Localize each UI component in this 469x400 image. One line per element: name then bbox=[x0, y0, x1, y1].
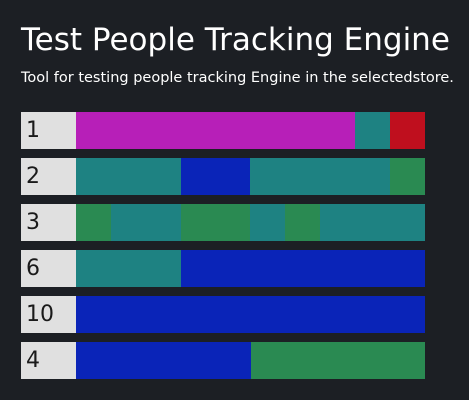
track-segment-teal[interactable] bbox=[355, 112, 391, 149]
track-timeline-bar[interactable] bbox=[76, 250, 425, 287]
track-row-10[interactable]: 10 bbox=[21, 296, 425, 333]
track-segment-green[interactable] bbox=[285, 204, 321, 241]
track-id-label: 1 bbox=[21, 112, 76, 149]
track-segment-green[interactable] bbox=[390, 158, 425, 195]
page-title: Test People Tracking Engine bbox=[21, 22, 450, 58]
track-timeline-bar[interactable] bbox=[76, 112, 425, 149]
track-segment-teal[interactable] bbox=[250, 204, 286, 241]
track-segment-blue[interactable] bbox=[180, 250, 425, 287]
track-segment-blue[interactable] bbox=[180, 158, 251, 195]
track-timeline-bar[interactable] bbox=[76, 204, 425, 241]
track-segment-green[interactable] bbox=[250, 342, 425, 379]
track-segment-blue[interactable] bbox=[76, 342, 251, 379]
page-subtitle: Tool for testing people tracking Engine … bbox=[21, 70, 454, 86]
track-list: 1 2 3 6 10 4 bbox=[21, 112, 425, 388]
track-segment-teal[interactable] bbox=[76, 250, 181, 287]
track-row-1[interactable]: 1 bbox=[21, 112, 425, 149]
track-segment-green[interactable] bbox=[180, 204, 251, 241]
track-id-label: 2 bbox=[21, 158, 76, 195]
track-timeline-bar[interactable] bbox=[76, 296, 425, 333]
track-segment-green[interactable] bbox=[76, 204, 111, 241]
track-timeline-bar[interactable] bbox=[76, 158, 425, 195]
track-segment-teal[interactable] bbox=[76, 158, 181, 195]
track-timeline-bar[interactable] bbox=[76, 342, 425, 379]
track-segment-red[interactable] bbox=[390, 112, 425, 149]
track-segment-blue[interactable] bbox=[76, 296, 425, 333]
track-id-label: 10 bbox=[21, 296, 76, 333]
track-id-label: 4 bbox=[21, 342, 76, 379]
track-segment-teal[interactable] bbox=[250, 158, 391, 195]
track-segment-teal[interactable] bbox=[110, 204, 181, 241]
track-row-2[interactable]: 2 bbox=[21, 158, 425, 195]
track-row-3[interactable]: 3 bbox=[21, 204, 425, 241]
track-id-label: 6 bbox=[21, 250, 76, 287]
track-segment-teal[interactable] bbox=[320, 204, 425, 241]
track-id-label: 3 bbox=[21, 204, 76, 241]
track-row-6[interactable]: 6 bbox=[21, 250, 425, 287]
track-segment-magenta[interactable] bbox=[76, 112, 356, 149]
track-row-4[interactable]: 4 bbox=[21, 342, 425, 379]
